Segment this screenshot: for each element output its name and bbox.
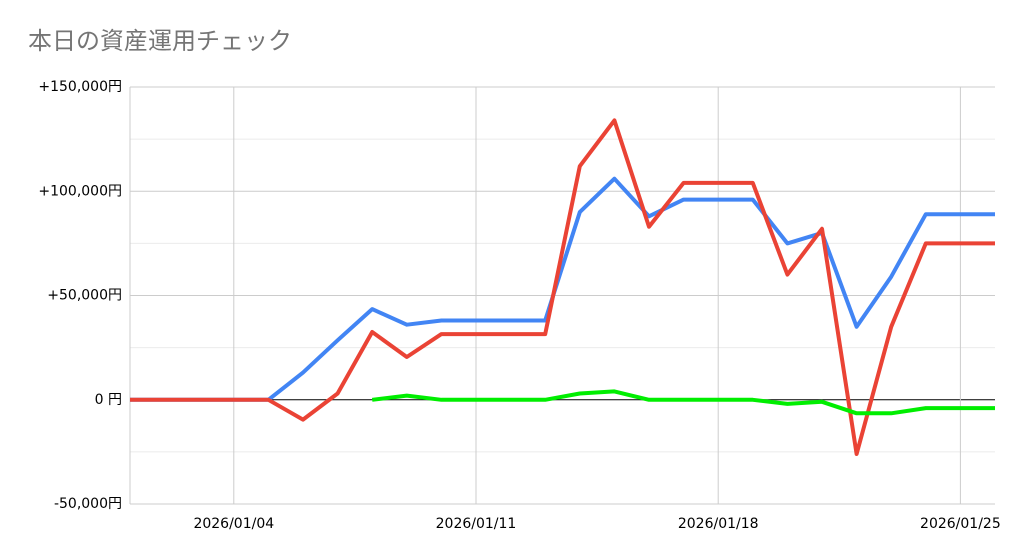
y-tick-label: -50,000円 bbox=[54, 496, 122, 512]
y-tick-label: +100,000円 bbox=[38, 183, 122, 199]
x-tick-label: 2026/01/18 bbox=[678, 516, 759, 532]
x-tick-label: 2026/01/11 bbox=[436, 516, 517, 532]
y-tick-label: +50,000円 bbox=[47, 288, 122, 304]
series-line bbox=[130, 176, 995, 402]
series-line bbox=[130, 118, 995, 456]
x-tick-label: 2026/01/04 bbox=[193, 516, 274, 532]
series-line bbox=[371, 389, 995, 416]
y-tick-label: +150,000円 bbox=[38, 79, 122, 95]
x-tick-label: 2026/01/25 bbox=[920, 516, 1001, 532]
y-tick-label: 0 円 bbox=[95, 392, 122, 408]
chart-title: 本日の資産運用チェック bbox=[28, 27, 292, 55]
